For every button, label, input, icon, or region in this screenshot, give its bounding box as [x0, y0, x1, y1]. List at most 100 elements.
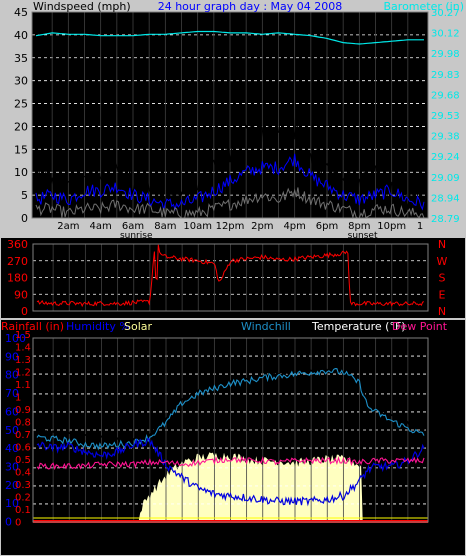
- compass-label: E: [439, 288, 446, 301]
- compass-label: S: [439, 272, 446, 285]
- gust-wind-line: [35, 68, 425, 210]
- direction-panel-background: [1, 238, 465, 318]
- rainfall-tick-label: 0.4: [15, 468, 31, 479]
- wind-x-tick-label: 10am: [183, 221, 212, 232]
- barometer-tick-label: 29.68: [431, 90, 460, 101]
- direction-tick-label: 0: [21, 305, 28, 318]
- chart-title: 24 hour graph day : May 04 2008: [158, 0, 343, 13]
- rainfall-tick-label: 1.1: [15, 380, 31, 391]
- rainfall-tick-label: 1.5: [15, 330, 31, 341]
- wind-x-tick-label: 6am: [122, 221, 144, 232]
- solar-label: Solar: [124, 320, 153, 333]
- wind-sunrise-label: sunrise: [120, 231, 153, 241]
- wind-x-tick-label: 4pm: [283, 221, 305, 232]
- wind-x-tick-label: 6pm: [316, 221, 338, 232]
- humidity-tick-label: 0: [5, 516, 12, 529]
- temp-x-tick-label: 12pm: [216, 528, 245, 539]
- rainfall-tick-label: 1: [15, 393, 21, 404]
- rainfall-label: Rainfall (in): [1, 320, 64, 333]
- temp-x-tick-label: 8am: [155, 528, 177, 539]
- wind-tick-label: 30: [14, 75, 28, 88]
- wind-tick-label: 20: [14, 120, 28, 133]
- rainfall-tick-label: 1.4: [15, 343, 31, 354]
- humidity-line: [36, 437, 425, 507]
- temperature-tick-label: 82: [441, 350, 455, 363]
- compass-label: N: [438, 305, 446, 318]
- rainfall-tick-label: 0.6: [15, 443, 31, 454]
- wind-x-tick-label: 10pm: [377, 221, 406, 232]
- temperature-tick-label: 31: [441, 442, 455, 455]
- temperature-tick-label: 72: [441, 368, 455, 381]
- temp-x-tick-label: 2pm: [252, 528, 274, 539]
- humidity-tick-label: 30: [5, 460, 19, 473]
- wind-tick-label: 15: [14, 143, 28, 156]
- barometer-tick-label: 30.12: [431, 29, 460, 40]
- temperature-tick-label: -10: [439, 516, 457, 529]
- temperature-tick-label: 10: [441, 480, 455, 493]
- dewpoint-line: [36, 455, 425, 471]
- barometer-tick-label: 30.27: [431, 8, 460, 19]
- barometer-tick-label: 29.98: [431, 49, 460, 60]
- rainfall-tick-label: 0.2: [15, 493, 31, 504]
- wind-x-tick-label: 8pm: [348, 221, 370, 232]
- wind-x-tick-label: 2pm: [251, 221, 273, 232]
- temp-x-tick-label: 1: [417, 528, 423, 539]
- humidity-tick-label: 60: [5, 405, 19, 418]
- wind-sunset-label: sunset: [348, 231, 378, 241]
- temp-x-tick-label: 6pm: [316, 528, 338, 539]
- barometer-tick-label: 29.38: [431, 132, 460, 143]
- temp-x-tick-label: 4pm: [284, 528, 306, 539]
- rainfall-tick-label: 0.3: [15, 480, 31, 491]
- compass-label: N: [438, 238, 446, 251]
- compass-label: W: [437, 255, 448, 268]
- wind-x-tick-label: 4am: [90, 221, 112, 232]
- windchill-line: [36, 368, 425, 451]
- direction-tick-label: 270: [7, 255, 28, 268]
- temp-sunrise-label: sunrise: [121, 538, 154, 548]
- humidity-tick-label: 90: [5, 350, 19, 363]
- wind-tick-label: 40: [14, 29, 28, 42]
- temp-x-tick-label: 10am: [184, 528, 213, 539]
- barometer-tick-label: 29.24: [431, 152, 460, 163]
- humidity-tick-label: 80: [5, 369, 19, 382]
- wind-tick-label: 5: [21, 189, 28, 202]
- direction-tick-label: 180: [7, 272, 28, 285]
- dewpoint-label: Dew Point: [392, 320, 448, 333]
- average-wind-line: [35, 153, 425, 211]
- rainfall-tick-label: 0.1: [15, 505, 31, 516]
- barometer-line: [35, 30, 424, 45]
- temperature-tick-label: 92: [441, 332, 455, 345]
- temp-sunset-label: sunset: [348, 538, 378, 548]
- humidity-tick-label: 10: [5, 497, 19, 510]
- wind-x-tick-label: 12pm: [216, 221, 245, 232]
- barometer-tick-label: 28.79: [431, 214, 460, 225]
- rainfall-tick-label: 0.8: [15, 418, 31, 429]
- temperature-tick-label: 20: [441, 462, 455, 475]
- wind-tick-label: 45: [14, 6, 28, 19]
- rainfall-tick-label: 0.9: [15, 405, 31, 416]
- barometer-axis-label: Barometer (in): [384, 0, 465, 13]
- wind-direction-line: [36, 244, 425, 308]
- temp-x-tick-label: 8pm: [348, 528, 370, 539]
- humidity-label: Humidity %: [66, 320, 130, 333]
- temperature-label: Temperature (°F): [311, 320, 406, 333]
- wind-tick-label: 25: [14, 98, 28, 111]
- temperature-tick-label: 0: [445, 498, 452, 511]
- wind-tick-label: 10: [14, 166, 28, 179]
- humidity-tick-label: 20: [5, 479, 19, 492]
- barometer-tick-label: 28.94: [431, 193, 460, 204]
- windchill-label: Windchill: [241, 320, 291, 333]
- temperature-tick-label: 51: [441, 406, 455, 419]
- wind-axis-label: Windspeed (mph): [33, 0, 131, 13]
- temp-panel-frame: [32, 337, 429, 523]
- humidity-tick-label: 40: [5, 442, 19, 455]
- barometer-tick-label: 29.53: [431, 111, 460, 122]
- rainfall-tick-label: 0.7: [15, 430, 31, 441]
- direction-panel-frame: [32, 243, 429, 312]
- wind-tick-label: 0: [21, 212, 28, 225]
- wind-panel-frame: [31, 11, 429, 219]
- rainfall-tick-label: 0.5: [15, 455, 31, 466]
- temp-x-tick-label: 10pm: [377, 528, 406, 539]
- temperature-tick-label: 41: [441, 424, 455, 437]
